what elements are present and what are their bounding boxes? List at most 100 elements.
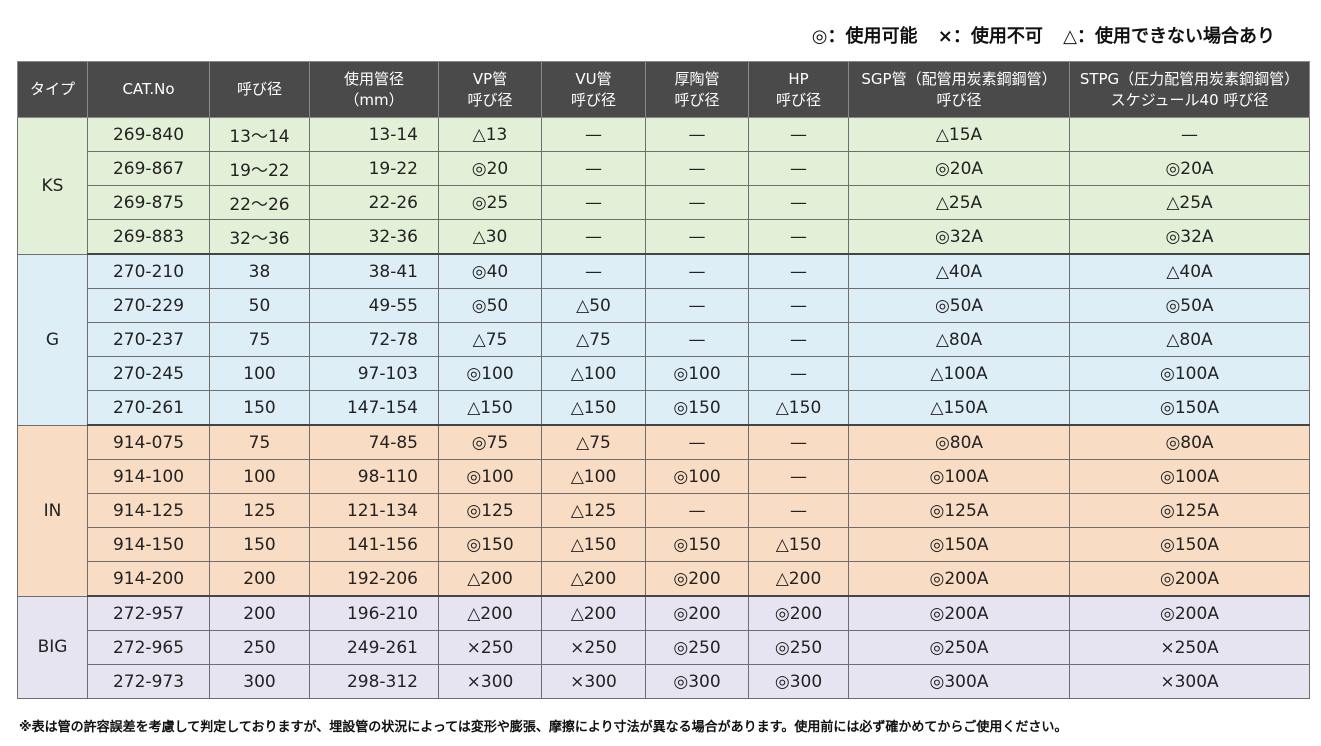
column-header-line2: 呼び径	[775, 90, 821, 109]
table-cell: —	[748, 356, 849, 391]
column-header: CAT.No	[87, 61, 210, 118]
table-cell: ×300	[541, 664, 646, 699]
table-cell: △200	[541, 595, 646, 631]
table-cell: △150	[748, 527, 849, 562]
table-cell: ◎50A	[848, 288, 1070, 323]
table-cell: ◎200	[645, 595, 749, 631]
column-header-line1: CAT.No	[122, 80, 175, 98]
column-header-line1: VP管	[472, 69, 508, 88]
table-cell: ◎50	[438, 288, 542, 323]
table-cell: ◎100A	[848, 459, 1070, 494]
table-cell: 914-150	[87, 527, 210, 562]
table-cell: 249-261	[309, 630, 439, 665]
column-header-line1: 使用管径	[343, 69, 404, 88]
table-cell: △80A	[848, 322, 1070, 357]
table-cell: ◎32A	[848, 219, 1070, 255]
table-cell: △150	[541, 527, 646, 562]
table-cell: 270-245	[87, 356, 210, 391]
table-cell: △100	[541, 459, 646, 494]
table-cell: ◎200A	[1069, 561, 1310, 597]
table-cell: △40A	[1069, 253, 1310, 289]
table-cell: ◎125A	[848, 493, 1070, 528]
table-cell: ◎250	[645, 630, 749, 665]
table-cell: 192-206	[309, 561, 439, 597]
column-header: 使用管径 （mm）	[309, 61, 439, 118]
table-cell: 22〜26	[209, 185, 310, 220]
table-cell: 22-26	[309, 185, 439, 220]
table-row: 269-883 32〜36 32-36 △30— — — ◎32A ◎32A	[18, 219, 1310, 255]
table-cell: ◎80A	[848, 424, 1070, 460]
symbol-legend: ◎：使用可能 ×：使用不可 △：使用できない場合あり	[798, 22, 1275, 48]
column-header-line1: STPG（圧力配管用炭素鋼鋼管）	[1079, 69, 1300, 88]
table-cell: △75	[438, 322, 542, 357]
table-cell: 147-154	[309, 390, 439, 426]
table-cell: 50	[209, 288, 310, 323]
column-header-line1: SGP管（配管用炭素鋼鋼管）	[861, 69, 1057, 88]
table-row: 270-229 50 49-55 ◎50 △50— — ◎50A ◎50A	[18, 288, 1310, 323]
column-header: 厚陶管 呼び径	[645, 61, 749, 118]
table-cell: 141-156	[309, 527, 439, 562]
table-cell: △75	[541, 322, 646, 357]
table-cell: ◎100A	[1069, 356, 1310, 391]
table-cell: ◎40	[438, 253, 542, 289]
table-cell: —	[541, 253, 646, 289]
table-cell: —	[1069, 117, 1310, 152]
table-cell: △100	[541, 356, 646, 391]
column-header: STPG（圧力配管用炭素鋼鋼管） スケジュール40 呼び径	[1069, 61, 1310, 118]
table-cell: △200	[541, 561, 646, 597]
column-header-line1: VU管	[575, 69, 612, 88]
table-cell: ◎75	[438, 424, 542, 460]
table-row: 270-261 150 147-154 △150 △150 ◎150 △150 △150A ◎1…	[18, 390, 1310, 426]
column-header: タイプ	[17, 61, 88, 118]
table-cell: 121-134	[309, 493, 439, 528]
table-cell: 272-973	[87, 664, 210, 699]
column-header-line1: 呼び径	[236, 80, 282, 98]
table-cell: 49-55	[309, 288, 439, 323]
table-cell: 914-075	[87, 424, 210, 460]
table-cell: —	[541, 219, 646, 255]
table-row: G 270-210 38 38-41 ◎40— — — △40A △40A	[17, 253, 1310, 426]
table-cell: △150	[541, 390, 646, 426]
table-cell: ◎100	[645, 356, 749, 391]
column-header: SGP管（配管用炭素鋼鋼管） 呼び径	[848, 61, 1070, 118]
table-cell: ◎100	[645, 459, 749, 494]
table-cell: ◎20A	[1069, 151, 1310, 186]
table-cell: 13-14	[309, 117, 439, 152]
table-cell: 32-36	[309, 219, 439, 255]
table-cell: ◎32A	[1069, 219, 1310, 255]
table-cell: 914-125	[87, 493, 210, 528]
table-cell: 200	[209, 595, 310, 631]
table-cell: ◎50A	[1069, 288, 1310, 323]
table-cell: ◎125A	[1069, 493, 1310, 528]
table-cell: 100	[209, 356, 310, 391]
table-cell: ×300	[438, 664, 542, 699]
type-group: IN 914-075 75 74-85 ◎75 △75— — ◎80A ◎80A 914-100 1…	[17, 424, 1310, 597]
table-cell: 19〜22	[209, 151, 310, 186]
table-cell: —	[748, 322, 849, 357]
table-cell: △25A	[1069, 185, 1310, 220]
table-cell: ◎125	[438, 493, 542, 528]
table-cell: —	[748, 424, 849, 460]
table-cell: △30	[438, 219, 542, 255]
table-cell: 298-312	[309, 664, 439, 699]
table-cell: 74-85	[309, 424, 439, 460]
table-cell: 13〜14	[209, 117, 310, 152]
table-cell: —	[645, 253, 749, 289]
table-cell: 196-210	[309, 595, 439, 631]
table-cell: 125	[209, 493, 310, 528]
column-header-line2: 呼び径	[674, 90, 720, 109]
table-cell: △200	[438, 561, 542, 597]
type-cell: G	[17, 253, 88, 426]
table-cell: ◎100A	[1069, 459, 1310, 494]
table-row: 914-100 100 98-110 ◎100 △100 ◎100— ◎100A ◎100A	[18, 459, 1310, 494]
legend-unusable: ×：使用不可	[937, 26, 1043, 47]
column-header-line1: HP	[788, 69, 809, 88]
column-header: 呼び径	[209, 61, 310, 118]
table-cell: △150	[748, 390, 849, 426]
table-cell: ◎250A	[848, 630, 1070, 665]
type-group: G 270-210 38 38-41 ◎40— — — △40A △40A 270-229 50 49…	[17, 253, 1310, 426]
table-cell: —	[748, 117, 849, 152]
table-cell: 75	[209, 424, 310, 460]
table-cell: 97-103	[309, 356, 439, 391]
table-cell: —	[645, 151, 749, 186]
